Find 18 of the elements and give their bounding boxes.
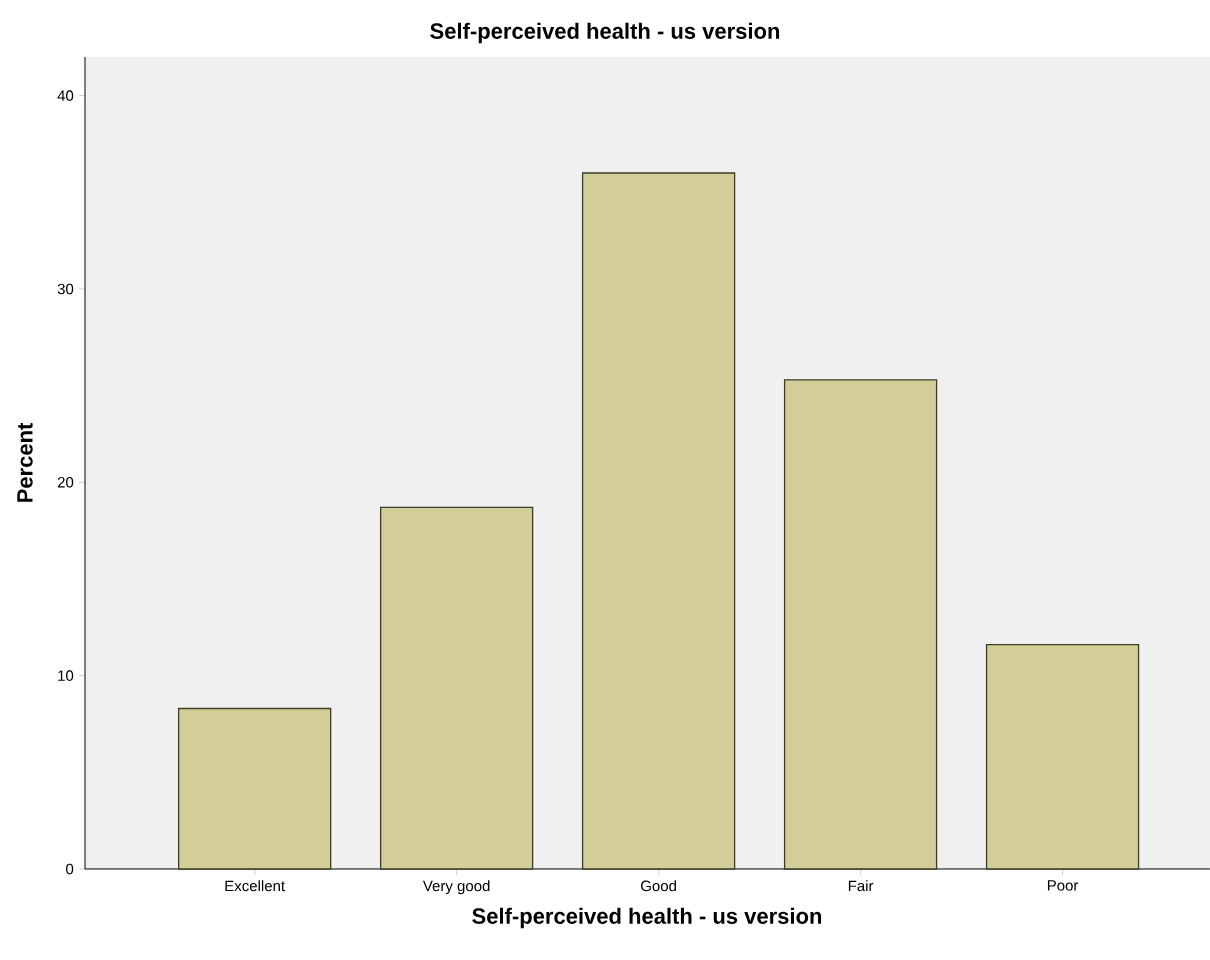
bar — [581, 172, 736, 870]
y-tick-label: 20 — [57, 477, 74, 488]
chart-title: Self-perceived health - us version — [430, 22, 780, 44]
y-tick-label: 10 — [58, 670, 74, 681]
x-axis-title: Self-perceived health - us version — [472, 907, 822, 929]
bar — [985, 644, 1140, 870]
x-tick-label: Excellent — [225, 880, 285, 892]
x-tick-label: Good — [641, 880, 676, 892]
x-tick-label: Poor — [1047, 880, 1079, 891]
x-tick-label: Very good — [422, 880, 490, 895]
bar — [379, 506, 534, 870]
y-axis-title: Percent — [17, 422, 33, 502]
y-tick-label: 0 — [66, 863, 74, 875]
y-tick-label: 40 — [57, 90, 74, 101]
bar — [783, 379, 938, 870]
bar — [178, 707, 332, 870]
y-tick-label: 30 — [57, 283, 74, 295]
x-tick-label: Fair — [848, 880, 874, 892]
